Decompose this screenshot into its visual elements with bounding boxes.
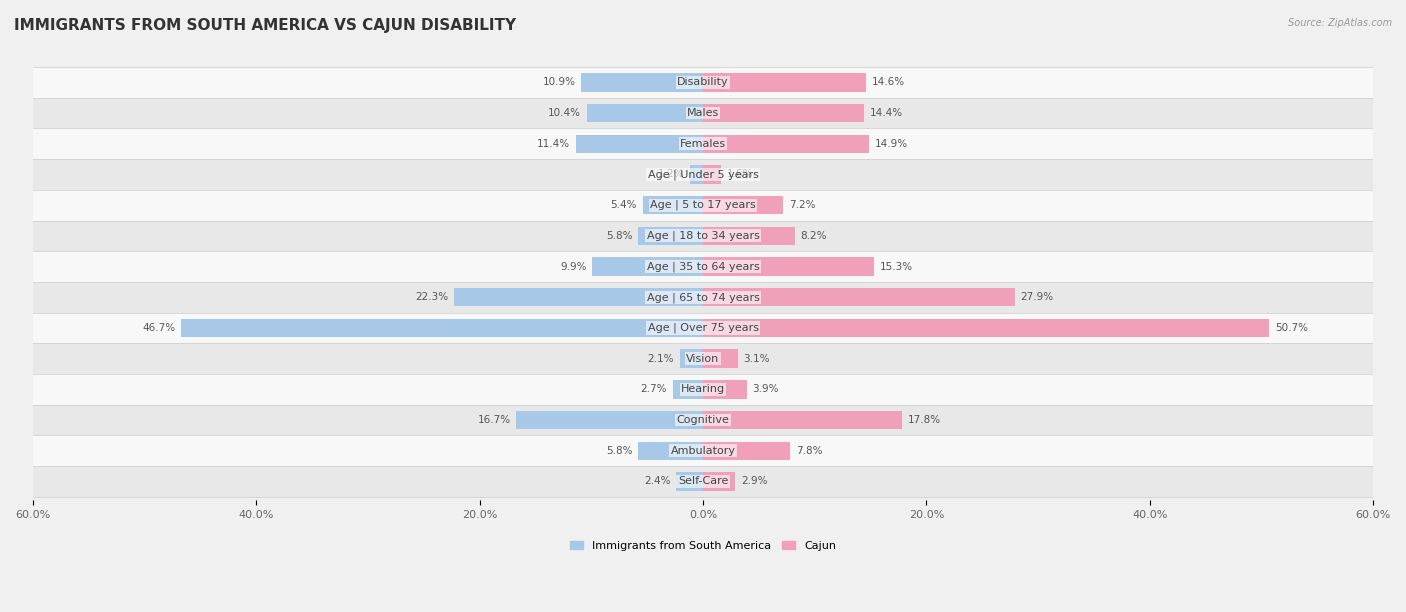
Text: 46.7%: 46.7% <box>142 323 176 333</box>
Bar <box>32 190 1374 220</box>
Bar <box>32 282 1374 313</box>
Bar <box>689 165 703 184</box>
Bar <box>32 435 1374 466</box>
Text: 22.3%: 22.3% <box>415 293 449 302</box>
Text: 14.9%: 14.9% <box>875 139 908 149</box>
Text: 2.7%: 2.7% <box>641 384 668 394</box>
Bar <box>32 98 1374 129</box>
Bar <box>32 343 1374 374</box>
Bar <box>703 165 721 184</box>
Text: Hearing: Hearing <box>681 384 725 394</box>
Text: Age | Over 75 years: Age | Over 75 years <box>648 323 758 333</box>
Text: 9.9%: 9.9% <box>561 261 586 272</box>
Text: 16.7%: 16.7% <box>478 415 510 425</box>
Bar <box>32 220 1374 251</box>
Bar <box>454 288 703 307</box>
Text: 2.9%: 2.9% <box>741 477 768 487</box>
Bar <box>703 441 790 460</box>
Text: IMMIGRANTS FROM SOUTH AMERICA VS CAJUN DISABILITY: IMMIGRANTS FROM SOUTH AMERICA VS CAJUN D… <box>14 18 516 34</box>
Text: Disability: Disability <box>678 77 728 88</box>
Text: 3.1%: 3.1% <box>744 354 769 364</box>
Text: Females: Females <box>681 139 725 149</box>
Text: Ambulatory: Ambulatory <box>671 446 735 456</box>
Bar <box>643 196 703 214</box>
Text: Cognitive: Cognitive <box>676 415 730 425</box>
Bar <box>638 226 703 245</box>
Text: 7.8%: 7.8% <box>796 446 823 456</box>
Bar <box>586 104 703 122</box>
Text: 15.3%: 15.3% <box>880 261 912 272</box>
Bar <box>575 135 703 153</box>
Text: Age | Under 5 years: Age | Under 5 years <box>648 170 758 180</box>
Text: 5.8%: 5.8% <box>606 446 633 456</box>
Bar <box>516 411 703 429</box>
Text: 5.4%: 5.4% <box>610 200 637 210</box>
Bar <box>703 73 866 92</box>
Text: 14.6%: 14.6% <box>872 77 905 88</box>
Text: 27.9%: 27.9% <box>1021 293 1053 302</box>
Text: 3.9%: 3.9% <box>752 384 779 394</box>
Bar <box>676 472 703 491</box>
Bar <box>181 319 703 337</box>
Bar <box>703 104 863 122</box>
Bar <box>703 288 1015 307</box>
Text: Vision: Vision <box>686 354 720 364</box>
Bar <box>32 466 1374 497</box>
Text: 8.2%: 8.2% <box>800 231 827 241</box>
Text: Self-Care: Self-Care <box>678 477 728 487</box>
Text: 50.7%: 50.7% <box>1275 323 1308 333</box>
Bar <box>592 258 703 276</box>
Legend: Immigrants from South America, Cajun: Immigrants from South America, Cajun <box>565 536 841 555</box>
Bar <box>703 411 901 429</box>
Text: 14.4%: 14.4% <box>869 108 903 118</box>
Text: Males: Males <box>688 108 718 118</box>
Bar <box>679 349 703 368</box>
Text: 10.4%: 10.4% <box>548 108 581 118</box>
Bar <box>703 196 783 214</box>
Text: Age | 35 to 64 years: Age | 35 to 64 years <box>647 261 759 272</box>
Bar <box>703 380 747 398</box>
Bar <box>703 135 869 153</box>
Text: Age | 65 to 74 years: Age | 65 to 74 years <box>647 292 759 302</box>
Bar <box>581 73 703 92</box>
Text: Age | 5 to 17 years: Age | 5 to 17 years <box>650 200 756 211</box>
Bar <box>32 405 1374 435</box>
Bar <box>32 374 1374 405</box>
Text: Source: ZipAtlas.com: Source: ZipAtlas.com <box>1288 18 1392 28</box>
Bar <box>32 159 1374 190</box>
Text: 1.2%: 1.2% <box>658 170 683 179</box>
Text: 10.9%: 10.9% <box>543 77 575 88</box>
Bar <box>32 313 1374 343</box>
Bar <box>703 349 738 368</box>
Text: 2.4%: 2.4% <box>644 477 671 487</box>
Bar <box>703 472 735 491</box>
Bar <box>32 129 1374 159</box>
Bar <box>673 380 703 398</box>
Bar <box>32 67 1374 98</box>
Text: 1.6%: 1.6% <box>727 170 754 179</box>
Bar <box>32 251 1374 282</box>
Text: 7.2%: 7.2% <box>789 200 815 210</box>
Text: Age | 18 to 34 years: Age | 18 to 34 years <box>647 231 759 241</box>
Bar <box>638 441 703 460</box>
Bar <box>703 258 875 276</box>
Text: 17.8%: 17.8% <box>907 415 941 425</box>
Text: 5.8%: 5.8% <box>606 231 633 241</box>
Text: 2.1%: 2.1% <box>647 354 673 364</box>
Text: 11.4%: 11.4% <box>537 139 569 149</box>
Bar <box>703 226 794 245</box>
Bar <box>703 319 1270 337</box>
